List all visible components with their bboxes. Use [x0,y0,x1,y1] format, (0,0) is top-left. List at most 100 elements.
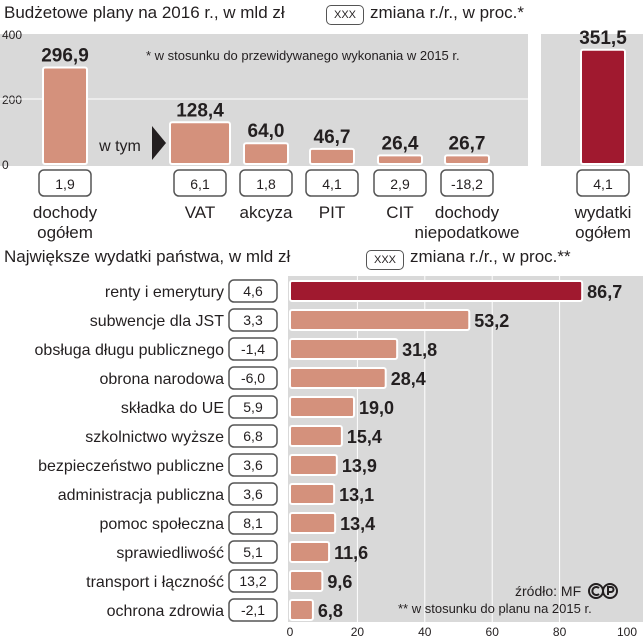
bottom-value-label: 13,4 [340,514,375,534]
bottom-change-box [228,569,278,593]
bottom-footnote: ** w stosunku do planu na 2015 r. [398,601,592,616]
bottom-change-label: 4,6 [243,283,263,299]
top-value-label: 128,4 [176,100,224,121]
bottom-bar [289,454,338,476]
top-category-label: CIT [386,203,413,222]
top-value-label: 296,9 [41,46,89,67]
bottom-legend-text: zmiana r./r., w proc.** [410,247,571,266]
x-tick-label: 80 [553,625,567,639]
bottom-bar [289,512,337,534]
top-category-label: niepodatkowe [415,223,520,242]
top-bar [309,147,355,165]
bottom-bar [289,425,343,447]
top-bar [243,142,289,165]
bottom-bar [289,367,387,389]
top-change-label: 6,1 [190,176,210,192]
bottom-category-label: obsługa długu publicznego [35,342,225,359]
top-change-label: 1,8 [256,176,276,192]
bottom-change-label: 5,1 [243,544,263,560]
bottom-value-label: 13,1 [339,485,374,505]
top-footnote: * w stosunku do przewidywanego wykonania… [146,48,460,63]
x-tick-label: 40 [418,625,432,639]
bottom-change-box [228,453,278,477]
top-category-label: akcyza [240,203,293,222]
bottom-value-label: 53,2 [474,311,509,331]
bottom-bar [289,338,399,360]
x-tick-label: 0 [287,625,294,639]
source-note: źródło: MF [515,583,582,599]
bottom-change-label: 6,8 [243,428,263,444]
x-tick-label: 20 [351,625,365,639]
top-category-label: dochody [435,203,500,222]
bottom-value-label: 11,6 [334,543,368,563]
bottom-change-box [228,511,278,535]
bottom-bar [289,309,471,331]
top-category-label: dochody [33,203,98,222]
bottom-change-label: 3,3 [243,312,263,328]
bottom-category-label: renty i emerytury [105,284,224,301]
top-bar [580,48,626,166]
top-bar [42,66,88,165]
bottom-value-label: 9,6 [327,572,352,592]
top-value-label: 64,0 [248,121,285,142]
bottom-change-box [228,366,278,390]
top-change-box [38,169,92,197]
top-category-label: PIT [319,203,345,222]
top-change-box [373,169,427,197]
bottom-category-label: bezpieczeństwo publiczne [38,458,224,475]
top-change-label: 2,9 [390,176,410,192]
top-change-label: 1,9 [55,176,75,192]
bottom-change-label: -2,1 [241,602,265,618]
bottom-change-label: 8,1 [243,515,263,531]
bottom-change-box [228,482,278,506]
bottom-value-label: 15,4 [347,427,382,447]
top-value-label: 351,5 [579,28,627,49]
bottom-value-label: 31,8 [402,340,437,360]
w-tym-label: w tym [98,138,141,155]
top-category-label: VAT [185,203,216,222]
bottom-change-label: 5,9 [243,399,263,415]
top-category-label: ogółem [37,223,93,242]
top-change-box [305,169,359,197]
top-change-label: -18,2 [451,176,483,192]
bottom-bar [289,396,356,418]
top-legend-box: XXX [326,5,364,25]
top-change-box [440,169,494,197]
bottom-category-label: ochrona zdrowia [107,603,225,620]
bottom-value-label: 19,0 [359,398,394,418]
top-value-label: 46,7 [314,127,351,148]
top-change-label: 4,1 [322,176,342,192]
top-category-label: ogółem [575,223,631,242]
top-category-label: wydatki [574,203,632,222]
bottom-change-box [228,395,278,419]
bottom-bar [289,599,314,621]
y-tick-label: 400 [2,28,22,42]
arrow-right-icon [152,126,166,160]
top-value-label: 26,7 [449,133,486,154]
bottom-change-box [228,540,278,564]
bottom-change-label: 3,6 [243,486,263,502]
bottom-change-box [228,308,278,332]
y-tick-label: 200 [2,93,22,107]
bottom-change-box [228,279,278,303]
top-value-label: 26,4 [382,133,419,154]
top-legend-text: zmiana r./r., w proc.* [370,3,524,22]
bottom-value-label: 6,8 [318,601,343,621]
bottom-change-label: -6,0 [241,370,265,386]
x-tick-label: 100 [617,625,637,639]
bottom-category-label: obrona narodowa [99,371,224,388]
bottom-panel [288,276,643,622]
cp-logo-icon [588,583,618,599]
bottom-value-label: 28,4 [391,369,426,389]
bottom-category-label: szkolnictwo wyższe [85,429,224,446]
bottom-bar [289,570,324,592]
bottom-value-label: 86,7 [587,282,622,302]
bottom-bar [289,280,584,302]
top-bar [377,154,423,165]
top-change-box [576,169,630,197]
top-change-label: 4,1 [593,176,613,192]
x-tick-label: 60 [486,625,500,639]
bottom-change-box [228,337,278,361]
